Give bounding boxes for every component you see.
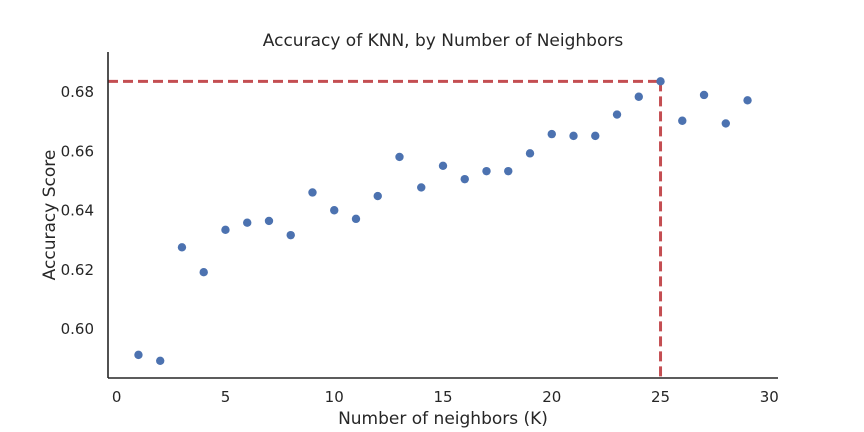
x-tick-label: 30 xyxy=(760,388,779,406)
x-tick-label: 10 xyxy=(325,388,344,406)
x-axis-label: Number of neighbors (K) xyxy=(338,409,548,429)
y-tick-label: 0.68 xyxy=(61,83,94,101)
data-point xyxy=(134,350,143,360)
data-point xyxy=(525,149,535,158)
x-tick-label: 15 xyxy=(433,388,452,406)
data-point xyxy=(656,77,665,86)
data-point xyxy=(569,131,578,141)
data-point xyxy=(743,96,752,105)
y-tick-label: 0.64 xyxy=(61,202,94,220)
data-point xyxy=(330,206,339,215)
data-point xyxy=(438,161,448,171)
data-point xyxy=(286,230,295,240)
reference-lines xyxy=(108,79,663,378)
x-tick-label: 25 xyxy=(651,388,670,406)
data-point xyxy=(243,218,252,227)
y-tick-labels: 0.60 0.62 0.64 0.66 0.68 xyxy=(61,83,94,338)
data-point xyxy=(199,267,208,277)
data-point xyxy=(634,92,643,101)
x-tick-labels: 0 5 10 15 20 25 30 xyxy=(112,388,779,406)
data-point xyxy=(221,225,230,235)
data-point xyxy=(264,216,274,226)
data-point xyxy=(177,243,187,252)
data-point xyxy=(678,116,687,125)
y-tick-label: 0.62 xyxy=(61,261,94,279)
data-point xyxy=(612,110,622,119)
data-point xyxy=(721,119,730,128)
data-point xyxy=(417,183,426,192)
data-point xyxy=(482,166,491,176)
data-point xyxy=(308,188,317,197)
y-tick-label: 0.66 xyxy=(61,142,94,160)
data-point xyxy=(156,356,165,366)
y-tick-label: 0.60 xyxy=(61,320,94,338)
axes xyxy=(107,52,778,379)
data-point xyxy=(395,152,404,162)
data-point xyxy=(373,191,382,201)
data-point xyxy=(351,214,361,224)
x-tick-label: 20 xyxy=(542,388,561,406)
x-tick-label: 0 xyxy=(112,388,122,406)
chart-title: Accuracy of KNN, by Number of Neighbors xyxy=(263,31,624,51)
y-axis-label: Accuracy Score xyxy=(40,150,60,281)
data-point xyxy=(504,166,513,176)
data-point xyxy=(699,90,709,100)
data-points xyxy=(134,77,752,366)
x-tick-label: 5 xyxy=(221,388,231,406)
data-point xyxy=(591,131,600,141)
data-point xyxy=(547,129,556,139)
data-point xyxy=(460,174,469,184)
